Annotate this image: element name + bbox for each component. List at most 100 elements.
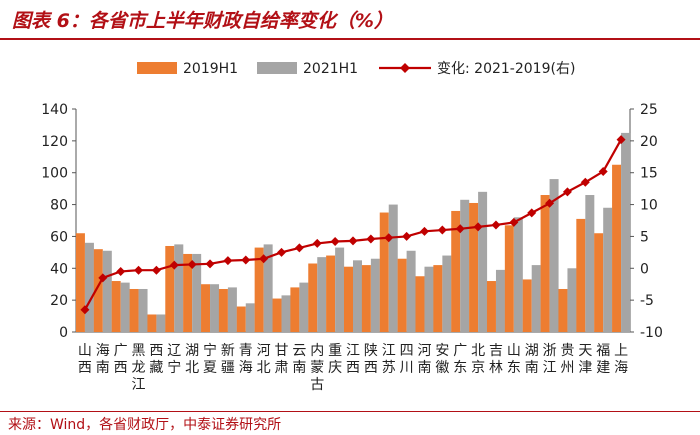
- x-tick-label: 西: [149, 343, 163, 359]
- bar-2019h1: [344, 266, 353, 332]
- change-point: [205, 259, 215, 269]
- bar-2021h1: [567, 268, 577, 332]
- bar-2021h1: [442, 255, 452, 332]
- x-tick-label: 辽: [167, 343, 181, 359]
- bar-2019h1: [504, 225, 514, 332]
- y-left-tick-label: 0: [59, 325, 68, 341]
- bar-2021h1: [531, 265, 541, 332]
- bar-2021h1: [138, 288, 148, 332]
- legend-label-2019h1: 2019H1: [183, 61, 238, 77]
- change-point: [98, 273, 108, 283]
- change-point: [294, 243, 304, 253]
- footer-divider: [0, 411, 700, 412]
- bar-2019h1: [433, 265, 443, 332]
- x-tick-label: 宁: [203, 342, 217, 359]
- bar-2019h1: [93, 249, 103, 332]
- bar-2019h1: [576, 218, 586, 332]
- x-tick-label: 建: [596, 360, 610, 376]
- change-point: [116, 266, 126, 276]
- bar-2021h1: [281, 295, 291, 332]
- x-tick-label: 江: [132, 377, 146, 393]
- bar-2019h1: [486, 281, 496, 332]
- bar-2021h1: [84, 242, 94, 332]
- bar-2019h1: [326, 255, 336, 332]
- change-point: [598, 166, 608, 176]
- y-right-tick-label: 15: [640, 166, 658, 182]
- x-tick-label: 湖: [185, 343, 199, 359]
- x-tick-label: 云: [292, 343, 306, 359]
- change-point: [80, 305, 90, 315]
- x-tick-label: 东: [507, 360, 521, 376]
- change-point: [277, 247, 287, 257]
- x-tick-label: 北: [185, 360, 199, 376]
- x-tick-label: 徽: [435, 360, 449, 376]
- change-point: [330, 237, 340, 247]
- bar-2021h1: [317, 257, 327, 332]
- x-tick-label: 西: [346, 360, 360, 376]
- bar-2019h1: [129, 288, 139, 332]
- change-point: [527, 208, 537, 218]
- bar-2019h1: [111, 281, 121, 332]
- bar-2019h1: [594, 233, 604, 332]
- x-tick-label: 浙: [543, 343, 557, 359]
- x-tick-label: 福: [596, 343, 610, 359]
- change-point: [419, 226, 429, 236]
- legend-marker-change: [400, 63, 410, 73]
- x-tick-label: 龙: [132, 360, 146, 376]
- chart-legend: 2019H1 2021H1 变化: 2021-2019(右): [137, 61, 575, 77]
- y-left-tick-label: 20: [50, 293, 68, 309]
- y-right-tick-label: 5: [640, 229, 649, 245]
- change-point: [473, 222, 483, 232]
- legend-label-2021h1: 2021H1: [303, 61, 358, 77]
- change-point: [509, 217, 519, 227]
- change-point: [580, 177, 590, 187]
- bar-2019h1: [165, 245, 175, 332]
- x-tick-label: 陕: [364, 343, 378, 359]
- x-tick-label: 蒙: [310, 360, 324, 376]
- bar-2019h1: [201, 284, 211, 332]
- x-tick-label: 山: [507, 343, 521, 359]
- y-right-tick-label: 25: [640, 102, 658, 118]
- x-tick-label: 南: [292, 360, 306, 376]
- y-left-tick-label: 120: [41, 134, 68, 150]
- y-right-tick-label: 20: [640, 134, 658, 150]
- bar-2019h1: [75, 233, 85, 332]
- bar-2021h1: [192, 253, 202, 332]
- title-divider: [0, 38, 700, 40]
- y-left-tick-label: 60: [50, 229, 68, 245]
- bar-2021h1: [102, 250, 112, 332]
- chart-canvas: 2019H1 2021H1 变化: 2021-2019(右) 0 20 40 60 80 10…: [41, 61, 663, 393]
- x-tick-label: 贵: [560, 343, 574, 359]
- bar-2019h1: [290, 287, 300, 332]
- x-tick-label: 广: [453, 343, 467, 359]
- x-tick-label: 吉: [489, 343, 503, 359]
- y-left-tick-label: 140: [41, 102, 68, 118]
- bar-2021h1: [513, 217, 523, 332]
- x-tick-label: 天: [578, 343, 592, 359]
- x-tick-label: 北: [257, 360, 271, 376]
- x-tick-label: 海: [96, 343, 110, 359]
- change-point: [545, 198, 555, 208]
- x-tick-label: 江: [543, 360, 557, 376]
- x-tick-label: 湖: [525, 343, 539, 359]
- bar-2019h1: [272, 298, 282, 332]
- x-tick-label: 上: [614, 343, 628, 359]
- x-tick-label: 北: [471, 343, 485, 359]
- x-tick-label: 青: [239, 343, 253, 359]
- bar-2019h1: [451, 210, 461, 332]
- x-tick-label: 夏: [203, 360, 217, 376]
- x-tick-label: 西: [114, 360, 128, 376]
- bar-2019h1: [540, 195, 550, 332]
- bar-2019h1: [254, 247, 264, 332]
- y-left-tick-label: 80: [50, 198, 68, 214]
- x-tick-label: 新: [221, 343, 235, 359]
- bar-2019h1: [183, 253, 193, 332]
- x-tick-label: 肃: [275, 360, 289, 376]
- bar-2019h1: [397, 258, 407, 332]
- x-tick-label: 重: [328, 343, 342, 359]
- x-tick-label: 黑: [132, 343, 146, 359]
- bar-2021h1: [299, 282, 309, 332]
- x-tick-label: 津: [578, 360, 592, 376]
- chart-title: 图表 6：各省市上半年财政自给率变化（%）: [12, 10, 393, 32]
- legend-swatch-2021h1: [257, 62, 297, 74]
